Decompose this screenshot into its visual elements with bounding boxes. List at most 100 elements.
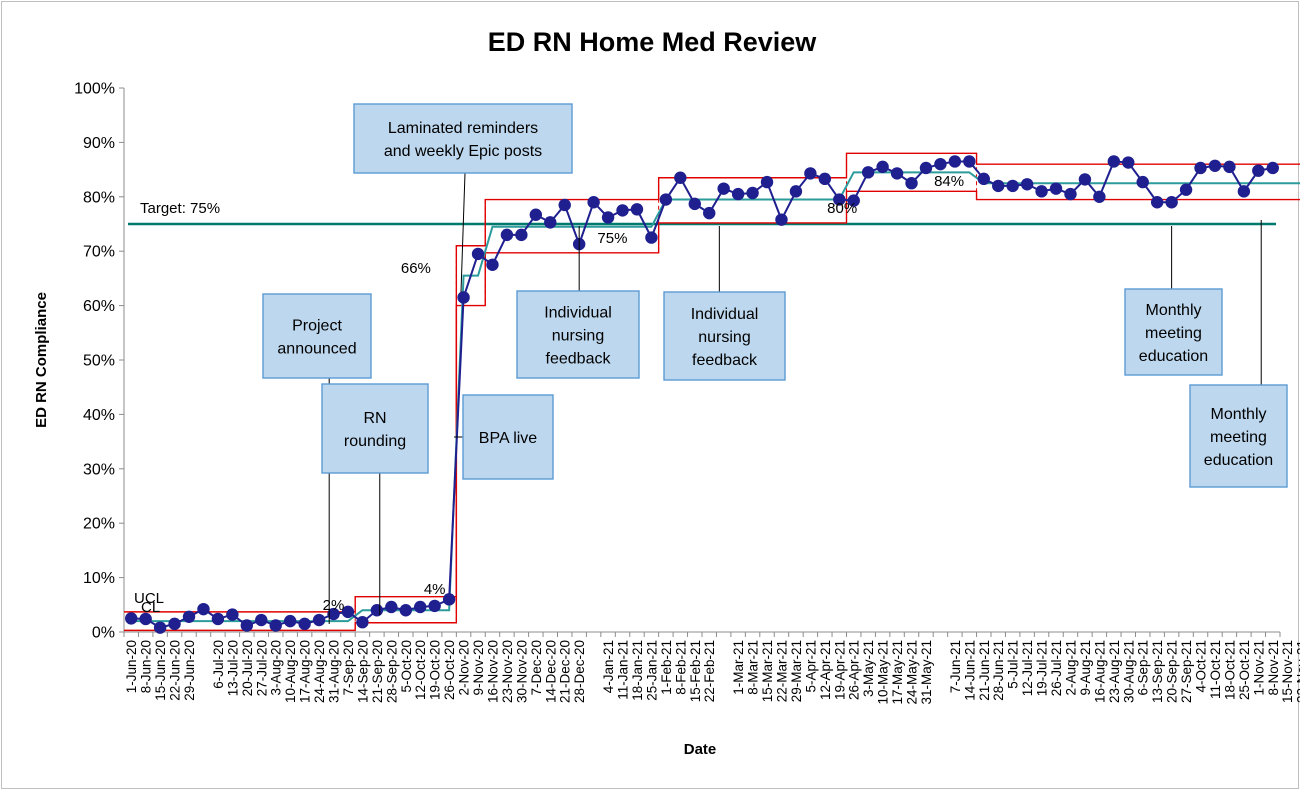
- data-point: [1006, 179, 1019, 193]
- annotation-box: [1124, 288, 1223, 376]
- annotation-text: Monthly: [1210, 406, 1266, 423]
- annotation-text: Monthly: [1145, 302, 1201, 319]
- x-tick-label: 20-Sep-21: [1165, 640, 1180, 703]
- x-tick-label: 21-Sep-20: [370, 640, 385, 703]
- x-tick-label: 19-Apr-21: [832, 640, 847, 700]
- data-point: [645, 231, 658, 244]
- data-point: [934, 157, 947, 171]
- y-tick-label: 60%: [83, 298, 115, 315]
- x-tick-label: 14-Jun-21: [962, 640, 977, 701]
- annotation-text: education: [1139, 348, 1208, 365]
- data-point: [442, 593, 456, 606]
- data-point: [1208, 159, 1222, 172]
- data-point: [240, 619, 254, 632]
- data-point: [399, 604, 412, 617]
- x-tick-label: 23-Aug-21: [1107, 640, 1122, 703]
- data-point: [890, 167, 904, 180]
- phase-label: 80%: [827, 200, 857, 217]
- x-tick-label: 31-May-21: [919, 640, 934, 705]
- data-point: [977, 172, 990, 186]
- data-point: [529, 208, 543, 221]
- x-tick-label: 16-Aug-21: [1092, 640, 1107, 703]
- x-tick-label: 8-Mar-21: [746, 640, 761, 695]
- data-point: [1179, 183, 1193, 196]
- x-tick-label: 10-May-21: [876, 640, 891, 705]
- data-point: [385, 600, 398, 614]
- data-point: [1165, 196, 1178, 209]
- data-point: [861, 166, 875, 179]
- x-tick-label: 19-Jul-21: [1035, 640, 1050, 696]
- data-point: [269, 619, 282, 632]
- annotation-text: rounding: [344, 433, 406, 450]
- data-point: [1223, 160, 1236, 174]
- annotation-box: [663, 291, 786, 381]
- x-tick-label: 22-Feb-21: [702, 640, 717, 702]
- annotation-text: announced: [277, 341, 356, 358]
- data-point: [327, 607, 340, 621]
- data-point: [168, 617, 181, 631]
- x-tick-label: 17-May-21: [890, 640, 905, 705]
- data-point: [197, 602, 210, 616]
- x-tick-label: 2-Nov-20: [457, 640, 472, 696]
- annotation-text: RN: [363, 410, 386, 427]
- x-tick-label: 2-Aug-21: [1063, 640, 1078, 696]
- x-tick-label: 15-Jun-20: [153, 640, 168, 701]
- data-point: [1136, 175, 1149, 189]
- x-tick-label: 22-Mar-21: [774, 640, 789, 702]
- x-tick-label: 15-Feb-21: [688, 640, 703, 702]
- annotation-text: Individual: [691, 306, 759, 323]
- data-point: [587, 196, 600, 209]
- x-tick-label: 5-Apr-21: [803, 640, 818, 693]
- data-point: [760, 175, 774, 189]
- x-tick-label: 9-Aug-21: [1078, 640, 1093, 696]
- chart-title: ED RN Home Med Review: [488, 27, 818, 57]
- x-tick-label: 1-Jun-20: [124, 640, 139, 693]
- x-tick-label: 24-May-21: [905, 640, 920, 705]
- y-tick-label: 80%: [83, 189, 115, 206]
- x-tick-label: 12-Jul-21: [1020, 640, 1035, 696]
- data-point: [312, 613, 326, 627]
- x-tick-label: 27-Jul-20: [254, 640, 269, 696]
- y-tick-label: 0%: [92, 625, 115, 642]
- x-tick-label: 3-May-21: [861, 640, 876, 697]
- data-point: [428, 599, 441, 613]
- data-point: [457, 291, 470, 304]
- x-tick-label: 16-Nov-20: [485, 640, 500, 703]
- x-tick-label: 25-Oct-21: [1237, 640, 1252, 700]
- data-point: [833, 193, 846, 206]
- x-tick-label: 24-Aug-20: [312, 640, 327, 703]
- phase-label: 66%: [401, 260, 431, 277]
- data-point: [847, 194, 860, 207]
- y-tick-label: 10%: [83, 570, 115, 587]
- x-tick-label: 12-Apr-21: [818, 640, 833, 700]
- x-tick-label: 6-Jul-20: [211, 640, 226, 689]
- x-tick-label: 1-Mar-21: [731, 640, 746, 695]
- data-point: [601, 211, 615, 224]
- x-tick-label: 26-Apr-21: [847, 640, 862, 700]
- x-tick-label: 14-Sep-20: [355, 640, 370, 703]
- data-point: [515, 228, 528, 242]
- y-tick-label: 20%: [83, 516, 115, 533]
- annotation-text: and weekly Epic posts: [384, 143, 542, 160]
- x-tick-label: 22-Nov-21: [1295, 640, 1300, 703]
- x-tick-label: 14-Dec-20: [543, 640, 558, 703]
- x-tick-label: 12-Oct-20: [413, 640, 428, 700]
- data-point: [153, 621, 167, 634]
- data-point: [414, 600, 427, 614]
- data-point: [1266, 161, 1279, 175]
- annotation-text: feedback: [546, 351, 612, 368]
- data-point: [211, 612, 225, 626]
- x-tick-label: 17-Aug-20: [298, 640, 313, 703]
- x-tick-label: 26-Jul-21: [1049, 640, 1064, 696]
- x-tick-label: 1-Nov-21: [1251, 640, 1266, 696]
- annotation-connector: [460, 172, 466, 293]
- y-tick-label: 30%: [83, 461, 115, 478]
- x-tick-label: 29-Jun-20: [182, 640, 197, 701]
- x-tick-label: 22-Jun-20: [168, 640, 183, 701]
- data-point: [500, 228, 514, 242]
- x-tick-label: 18-Jan-21: [630, 640, 645, 701]
- phase-label: 2%: [323, 597, 345, 614]
- x-tick-label: 9-Nov-20: [471, 640, 486, 696]
- data-point: [370, 604, 384, 617]
